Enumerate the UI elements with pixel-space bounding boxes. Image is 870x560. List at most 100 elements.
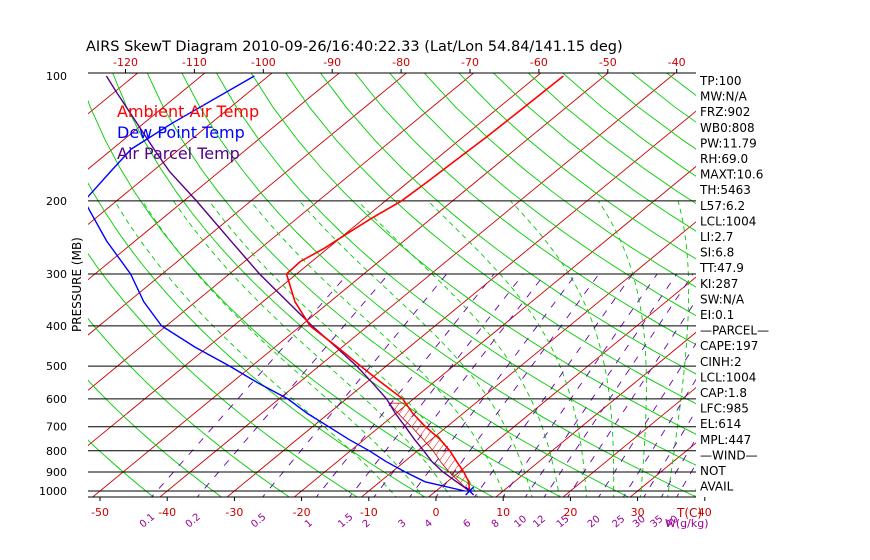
mixing-ratio-line (348, 273, 524, 497)
surface-marker (465, 486, 475, 496)
moist-adiabat-line (298, 200, 533, 497)
dew-point-line (88, 75, 466, 492)
dry-adiabat-line (458, 73, 696, 260)
pressure-tick-label: 200 (46, 195, 67, 208)
dry-adiabat-line (285, 73, 696, 405)
mixing-ratio-line (524, 273, 678, 497)
pressure-tick-label: 900 (46, 466, 67, 479)
index-item: FRZ:902 (700, 105, 750, 119)
ambient-temp-line (285, 75, 564, 492)
bottom-temp-tick-label: -40 (158, 506, 176, 519)
mixing-ratio-label: 8 (490, 518, 502, 531)
moist-adiabat-line (357, 200, 560, 497)
index-item: CAP:1.8 (700, 386, 747, 400)
moist-adiabat-line (250, 200, 506, 497)
bottom-temp-tick-label: 40 (698, 506, 712, 519)
mixing-ratio-line (315, 273, 495, 497)
moist-adiabat-line (510, 200, 615, 497)
mixing-ratio-label: 1.5 (336, 512, 355, 531)
top-temp-tick-label: -110 (182, 56, 207, 69)
dry-adiabat-line (761, 67, 870, 500)
index-item: WB0:808 (700, 121, 755, 135)
moist-adiabat-line (141, 200, 424, 497)
mixing-ratio-line (196, 273, 389, 497)
chart-title: AIRS SkewT Diagram 2010-09-26/16:40:22.3… (86, 39, 623, 55)
index-item: PW:11.79 (700, 136, 757, 150)
isotherm-line (562, 387, 696, 497)
index-item: MPL:447 (700, 433, 751, 447)
isotherm-line (0, 67, 78, 500)
pressure-tick-label: 100 (46, 70, 67, 83)
x-label-mixing-ratio: W(g/kg) (665, 517, 709, 530)
dry-adiabat-line (88, 318, 291, 497)
isotherm-line (88, 73, 542, 447)
index-item: —WIND— (700, 448, 758, 462)
index-item: TP:100 (699, 74, 742, 88)
mixing-ratio-line (262, 273, 447, 497)
isotherm-line (0, 67, 11, 500)
isotherm-line (88, 73, 475, 391)
mixing-ratio-label: 12 (531, 514, 548, 531)
mixing-ratio-label: 4 (423, 518, 435, 531)
bottom-temp-tick-label: 30 (631, 506, 645, 519)
index-item: SW:N/A (700, 292, 745, 306)
dry-adiabat-line (389, 73, 696, 317)
mixing-ratio-label: 6 (461, 518, 473, 531)
isotherm-line (88, 73, 408, 336)
dry-adiabat-line (146, 73, 630, 497)
dry-adiabat-line (354, 73, 696, 346)
top-temp-tick-label: -40 (668, 56, 686, 69)
mixing-ratio-label: 0.2 (184, 512, 203, 531)
pressure-tick-label: 1000 (39, 485, 67, 498)
legend-entry: Dew Point Temp (117, 123, 245, 142)
mixing-ratio-line (435, 273, 600, 497)
mixing-ratio-label: 0.5 (249, 512, 268, 531)
top-temp-tick-label: -120 (113, 56, 138, 69)
mixing-ratio-line (473, 273, 633, 497)
index-item: LCL:1004 (700, 214, 756, 228)
bottom-temp-tick-label: 10 (496, 506, 510, 519)
index-item: CAPE:197 (700, 339, 758, 353)
dry-adiabat-line (250, 73, 696, 435)
index-item: LFC:985 (700, 402, 749, 416)
index-item: SI:6.8 (700, 246, 734, 260)
pressure-tick-label: 500 (46, 360, 67, 373)
isotherm-line (88, 73, 273, 226)
mixing-ratio-label: 1 (303, 518, 315, 531)
dry-adiabat-line (88, 182, 426, 497)
isotherm-line (360, 221, 696, 497)
isotherm-line (495, 331, 696, 497)
pressure-tick-label: 300 (46, 268, 67, 281)
index-item: AVAIL (700, 480, 734, 494)
top-temp-tick-label: -60 (530, 56, 548, 69)
index-item: MAXT:10.6 (700, 168, 763, 182)
pressure-tick-label: 600 (46, 393, 67, 406)
index-item: MW:N/A (700, 90, 748, 104)
legend-entry: Ambient Air Temp (117, 102, 259, 121)
mixing-ratio-line (150, 273, 349, 497)
top-temp-tick-label: -50 (599, 56, 617, 69)
index-item: NOT (700, 464, 726, 478)
mixing-ratio-line (373, 273, 546, 497)
pressure-tick-label: 700 (46, 421, 67, 434)
x-label-temp: T(C) (676, 506, 702, 520)
parcel-temp-line (105, 75, 471, 492)
isotherm-line (829, 67, 870, 500)
dry-adiabat-line (112, 73, 562, 497)
mixing-ratio-line (502, 273, 658, 497)
index-item: L57:6.2 (700, 199, 745, 213)
top-temp-tick-label: -100 (251, 56, 276, 69)
mixing-ratio-label: 2 (361, 518, 373, 531)
index-item: KI:287 (700, 277, 738, 291)
dry-adiabat-line (215, 73, 696, 466)
mixing-ratio-line (567, 299, 696, 497)
index-item: LI:2.7 (700, 230, 733, 244)
mixing-ratio-label: 10 (512, 514, 529, 531)
dry-adiabat-line (423, 73, 696, 288)
top-temp-tick-label: -80 (392, 56, 410, 69)
bottom-temp-tick-label: -30 (225, 506, 243, 519)
bottom-temp-tick-label: 0 (433, 506, 440, 519)
y-axis-label: PRESSURE (MB) (70, 237, 84, 332)
mixing-ratio-line (409, 273, 577, 497)
